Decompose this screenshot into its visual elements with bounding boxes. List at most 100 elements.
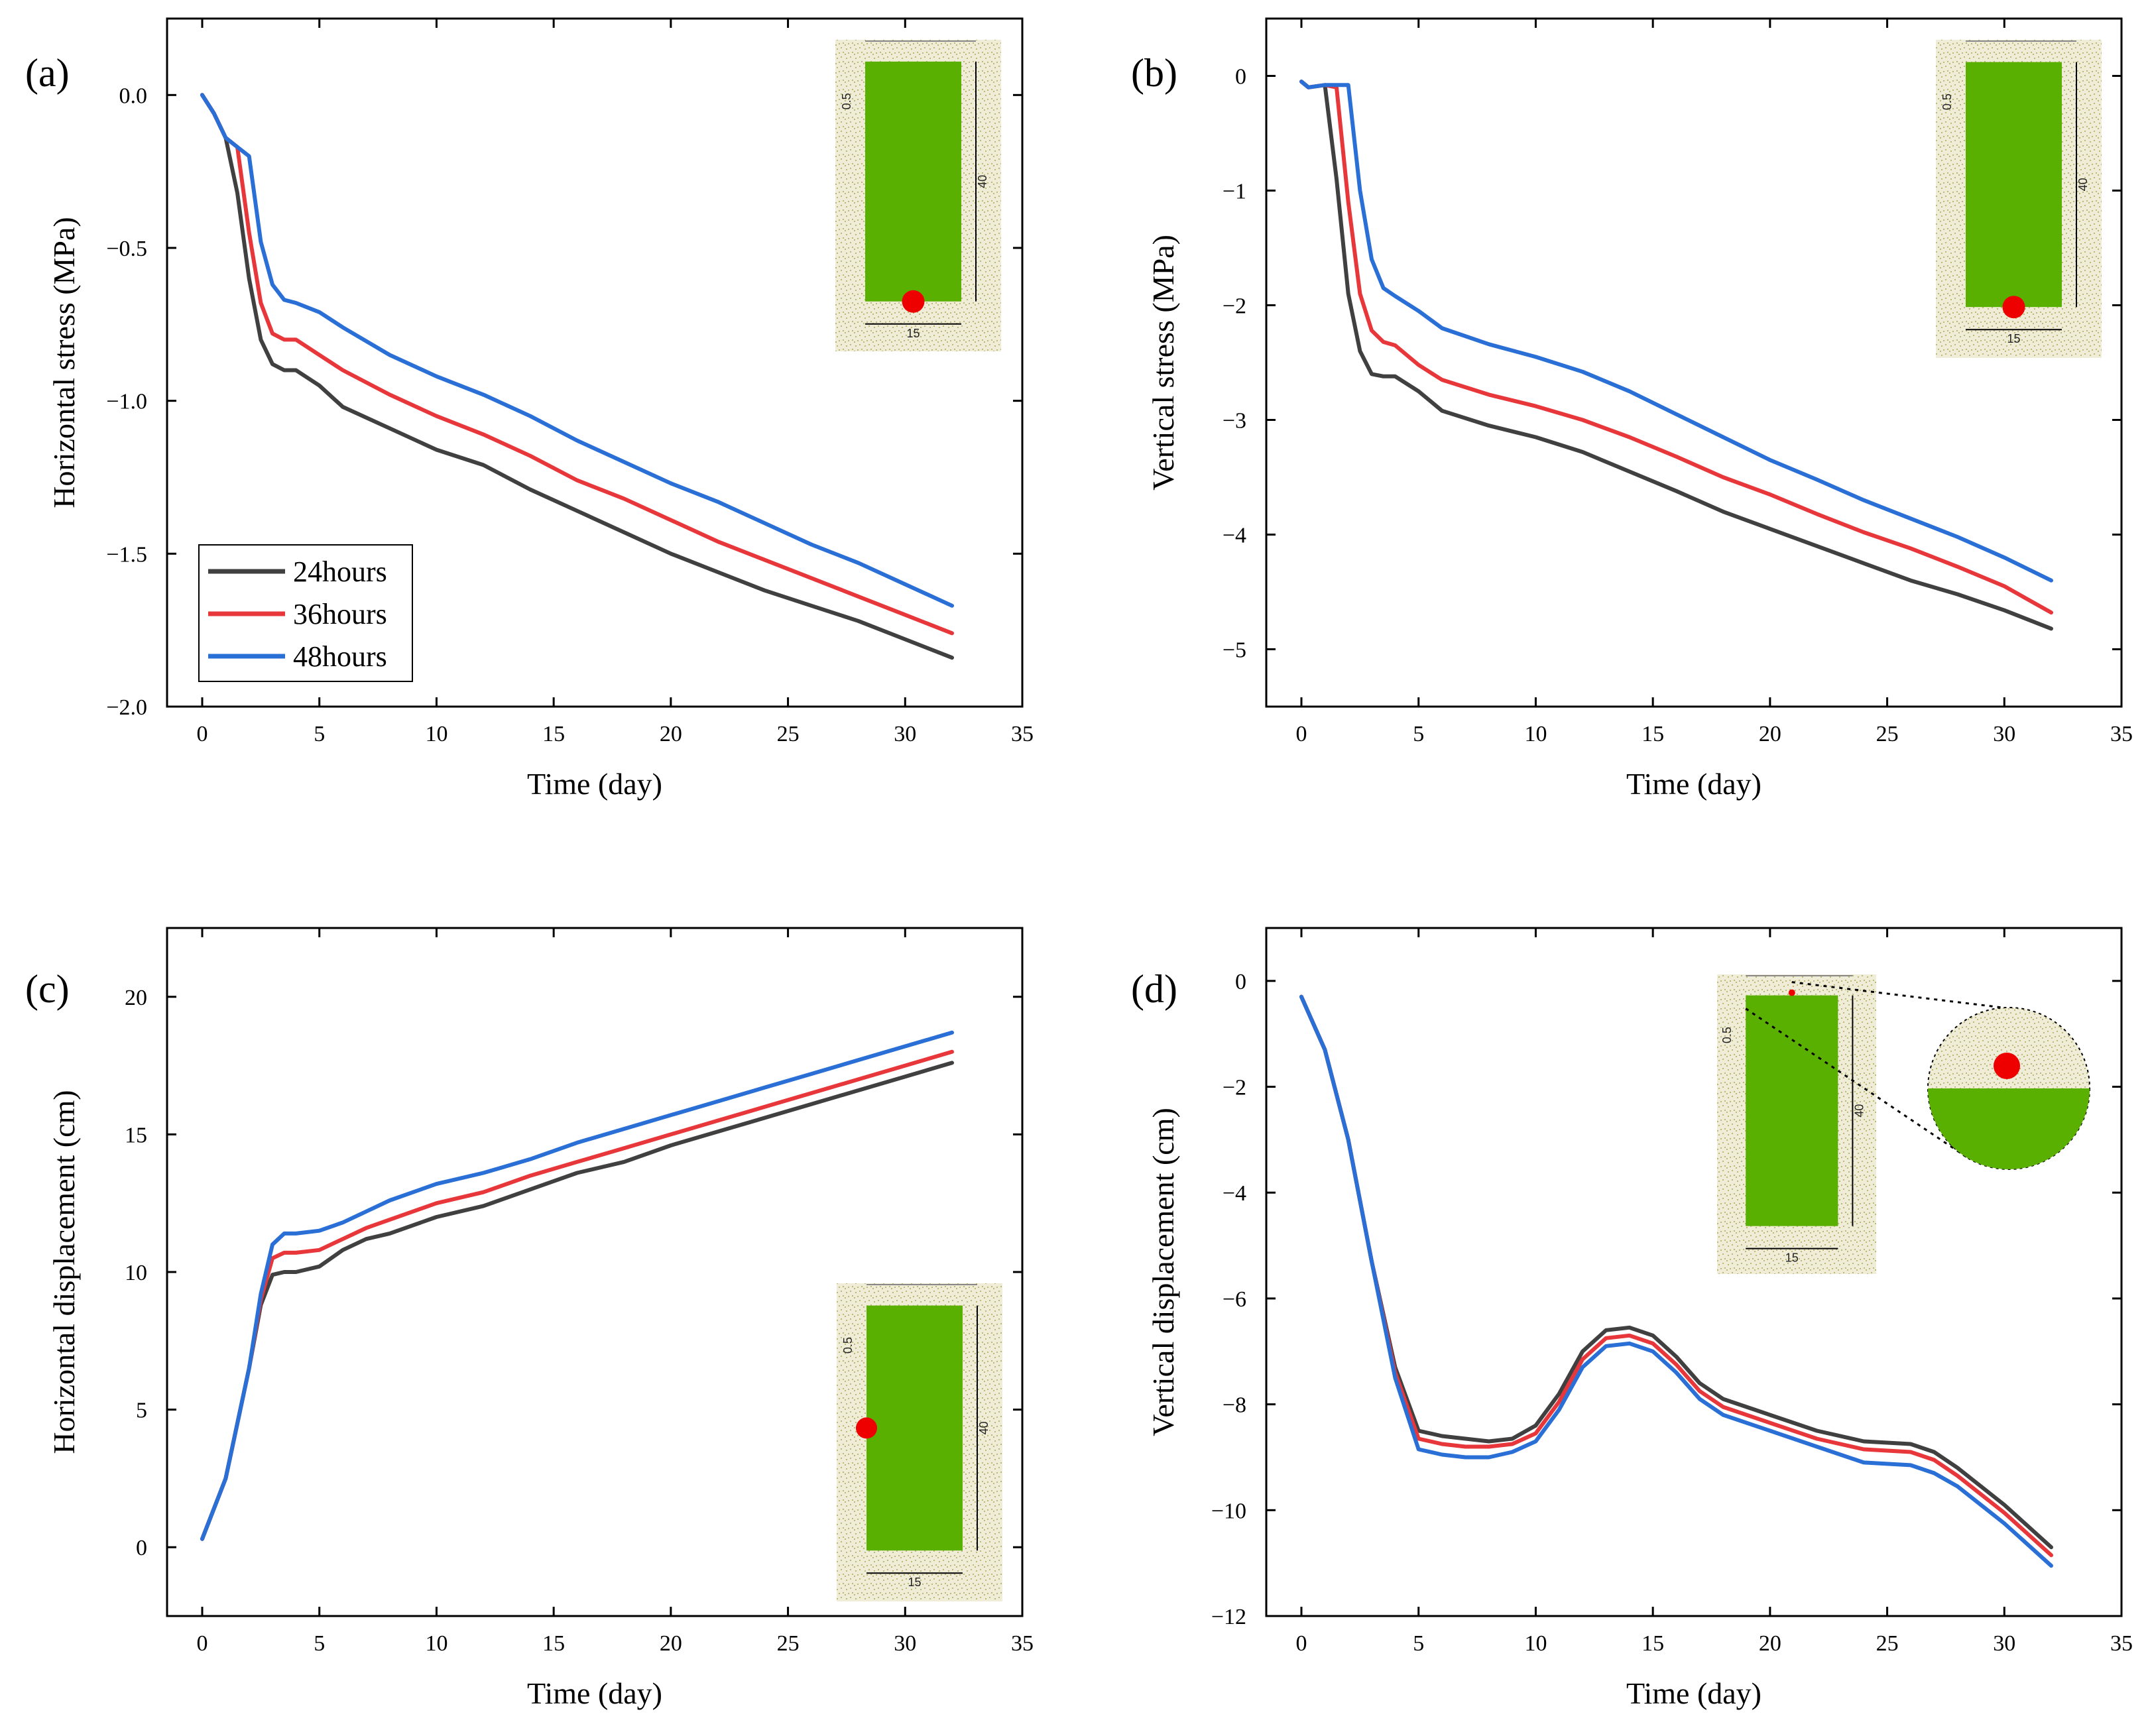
inset-green-column: [1966, 62, 2062, 308]
y-tick-label: 5: [136, 1399, 147, 1423]
x-tick-label: 10: [1524, 722, 1547, 746]
inset-top-dim-label: 0.5: [840, 93, 853, 109]
y-tick-label: −1: [1223, 180, 1246, 204]
x-axis-title: Time (day): [1626, 767, 1762, 801]
inset-height-dim-label: 40: [976, 175, 989, 188]
inset-green-column: [1746, 995, 1838, 1226]
zoom-measure-point-marker: [1994, 1053, 2020, 1079]
plot-frame: [166, 17, 1024, 708]
y-tick-label: −8: [1223, 1393, 1246, 1418]
x-axis-title: Time (day): [527, 767, 662, 801]
measure-point-marker: [2002, 296, 2025, 319]
y-tick-label: −1.5: [106, 542, 147, 567]
x-tick-label: 0: [197, 1631, 208, 1656]
x-axis-title: Time (day): [1626, 1676, 1762, 1710]
x-tick-label: 35: [2110, 1631, 2133, 1656]
x-tick-label: 20: [1759, 1631, 1781, 1656]
y-axis-title: Horizontal stress (MPa): [47, 217, 81, 508]
x-tick-label: 10: [425, 1631, 448, 1656]
x-tick-label: 25: [777, 722, 800, 746]
inset-top-dim-label: 0.5: [1720, 1027, 1734, 1043]
x-axis-title: Time (day): [527, 1676, 662, 1710]
inset-green-column: [866, 1305, 963, 1551]
x-tick-label: 5: [314, 1631, 325, 1656]
chart-panel-a: 0 5 10 15 20 25 30 35 −2.0 −1.5 −1.0 −0.5 0.0 Time (d…: [25, 17, 1034, 801]
y-tick-label: −4: [1223, 524, 1246, 548]
x-tick-label: 5: [314, 722, 325, 746]
inset-width-dim-label: 15: [2007, 332, 2020, 345]
panel-label: (a): [25, 51, 70, 95]
panel-label: (c): [25, 967, 70, 1011]
plot-frame: [1265, 17, 2123, 708]
measure-point-marker: [1788, 989, 1795, 996]
y-tick-label: 0: [1235, 65, 1246, 89]
series-line-36hours: [1299, 994, 2053, 1558]
x-tick-label: 15: [1642, 722, 1664, 746]
inset-width-dim-label: 15: [1785, 1251, 1799, 1265]
zoom-guide-line: [1791, 981, 2003, 1009]
y-tick-label: 15: [125, 1123, 147, 1147]
y-tick-label: −2: [1223, 1076, 1246, 1100]
y-tick-label: −12: [1211, 1605, 1246, 1629]
y-axis-title: Vertical stress (MPa): [1146, 235, 1180, 491]
series-line-36hours: [1299, 80, 2053, 615]
x-tick-label: 15: [542, 1631, 565, 1656]
x-tick-label: 15: [542, 722, 565, 746]
x-tick-label: 25: [1876, 722, 1899, 746]
series-line-48hours: [1299, 80, 2053, 583]
zoom-guide-line: [1745, 1008, 1970, 1160]
y-tick-label: 0: [1235, 970, 1246, 994]
x-tick-label: 0: [1296, 722, 1307, 746]
series-line-36hours: [200, 93, 954, 636]
plot-frame: [1265, 927, 2123, 1617]
y-tick-label: −0.5: [106, 237, 147, 261]
y-tick-label: −2.0: [106, 695, 147, 720]
y-tick-label: 0.0: [119, 84, 148, 108]
x-tick-label: 30: [1993, 1631, 2015, 1656]
x-tick-label: 20: [1759, 722, 1781, 746]
chart-panel-c: 0 5 10 15 20 25 30 35 0 5 10 15 20 Time (day) Horizont…: [25, 927, 1034, 1710]
y-tick-label: −3: [1223, 409, 1246, 434]
series-line-24hours: [200, 93, 954, 660]
legend-label-24hours: 24hours: [293, 555, 387, 588]
x-tick-label: 30: [894, 1631, 916, 1656]
measure-point-marker: [902, 290, 925, 313]
y-tick-label: 20: [125, 986, 147, 1010]
inset-top-dim-label: 0.5: [1941, 93, 1954, 110]
x-tick-label: 0: [197, 722, 208, 746]
series-line-48hours: [200, 1030, 954, 1541]
y-tick-label: −1.0: [106, 390, 147, 414]
chart-panel-d: 0 5 10 15 20 25 30 35 −12 −10 −8 −6 −4 −2 0 Time (day) V…: [1131, 927, 2133, 1710]
inset-width-dim-label: 15: [906, 327, 920, 340]
series-line-24hours: [1299, 994, 2053, 1550]
x-tick-label: 10: [425, 722, 448, 746]
x-tick-label: 25: [777, 1631, 800, 1656]
x-tick-label: 35: [1011, 1631, 1034, 1656]
y-tick-label: 10: [125, 1261, 147, 1285]
series-line-48hours: [1299, 994, 2053, 1568]
zoom-green-half: [1928, 1088, 2090, 1169]
inset-height-dim-label: 40: [1852, 1104, 1866, 1118]
x-tick-label: 5: [1413, 1631, 1424, 1656]
x-tick-label: 25: [1876, 1631, 1899, 1656]
series-line-36hours: [200, 1049, 954, 1541]
y-tick-label: −4: [1223, 1181, 1246, 1206]
chart-panel-b: 0 5 10 15 20 25 30 35 −5 −4 −3 −2 −1 0 Time (day) Verti…: [1131, 17, 2133, 801]
y-axis-title: Horizontal displacement (cm): [47, 1090, 81, 1454]
x-tick-label: 30: [894, 722, 916, 746]
panel-label: (d): [1131, 967, 1177, 1011]
y-tick-label: −2: [1223, 294, 1246, 319]
measure-point-marker: [856, 1417, 877, 1439]
panel-label: (b): [1131, 51, 1177, 95]
x-tick-label: 10: [1524, 1631, 1547, 1656]
x-tick-label: 5: [1413, 722, 1424, 746]
x-tick-label: 15: [1642, 1631, 1664, 1656]
y-tick-label: −6: [1223, 1287, 1246, 1312]
series-line-48hours: [200, 93, 954, 608]
series-line-24hours: [1299, 80, 2053, 631]
y-axis-title: Vertical displacement (cm): [1146, 1108, 1180, 1436]
y-tick-label: 0: [136, 1536, 147, 1560]
series-line-24hours: [200, 1061, 954, 1541]
x-tick-label: 0: [1296, 1631, 1307, 1656]
